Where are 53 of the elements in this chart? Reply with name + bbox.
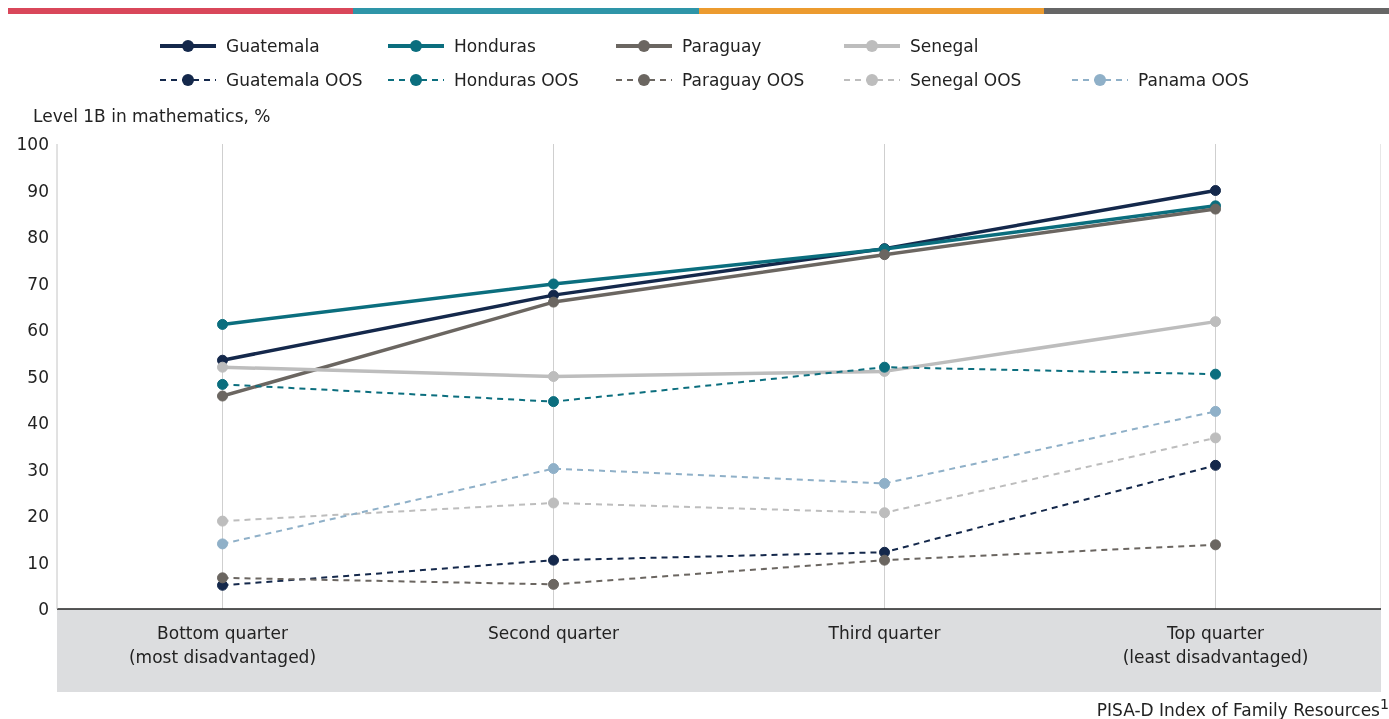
legend-label: Panama OOS	[1138, 70, 1250, 90]
point	[1210, 185, 1221, 196]
legend-label: Paraguay OOS	[682, 70, 805, 90]
legend-label: Guatemala	[226, 36, 320, 56]
point	[548, 296, 559, 308]
legend-label: Guatemala OOS	[226, 70, 363, 90]
y-tick-label: 80	[27, 227, 49, 248]
point	[217, 361, 228, 373]
point	[217, 390, 228, 402]
y-tick-label: 50	[27, 366, 49, 387]
point	[548, 554, 559, 566]
point	[1210, 459, 1221, 471]
y-tick-label: 70	[27, 273, 49, 294]
x-tick-label: Bottom quarter (most disadvantaged)	[128, 623, 317, 667]
point	[1210, 539, 1221, 551]
y-tick-label: 10	[27, 552, 49, 573]
point	[548, 278, 559, 290]
point	[879, 361, 890, 373]
y-tick-label: 30	[27, 459, 49, 480]
point	[1210, 405, 1221, 417]
y-tick-label: 90	[27, 180, 49, 201]
legend-label: Paraguay	[682, 36, 762, 56]
y-tick-label: 40	[27, 413, 49, 434]
point	[548, 371, 559, 382]
legend-label: Senegal OOS	[910, 70, 1022, 90]
point	[1210, 368, 1221, 380]
point	[217, 515, 228, 527]
y-tick-label: 100	[16, 134, 49, 155]
point	[1210, 316, 1221, 328]
point	[1210, 432, 1221, 444]
point	[879, 507, 890, 519]
point	[217, 378, 228, 390]
point	[879, 554, 890, 566]
legend-label: Honduras OOS	[454, 70, 579, 90]
y-axis-title: Level 1B in mathematics, %	[33, 106, 271, 126]
x-tick-label: Top quarter (least disadvantaged)	[1122, 623, 1309, 667]
point	[217, 538, 228, 550]
x-axis-title: PISA-D Index of Family Resources$^{1}$	[1096, 696, 1389, 719]
point	[879, 249, 890, 261]
point	[548, 463, 559, 475]
y-tick-label: 0	[38, 599, 49, 620]
point	[548, 396, 559, 408]
point	[548, 578, 559, 590]
y-tick-label: 20	[27, 506, 49, 527]
point	[879, 477, 890, 489]
y-tick-label: 60	[27, 320, 49, 341]
x-tick-label: Third quarter	[827, 623, 941, 643]
point	[217, 318, 228, 330]
legend-label: Honduras	[454, 36, 536, 56]
legend-label: Senegal	[910, 36, 979, 56]
point	[217, 572, 228, 584]
x-tick-label: Second quarter	[487, 623, 620, 643]
point	[548, 497, 559, 509]
